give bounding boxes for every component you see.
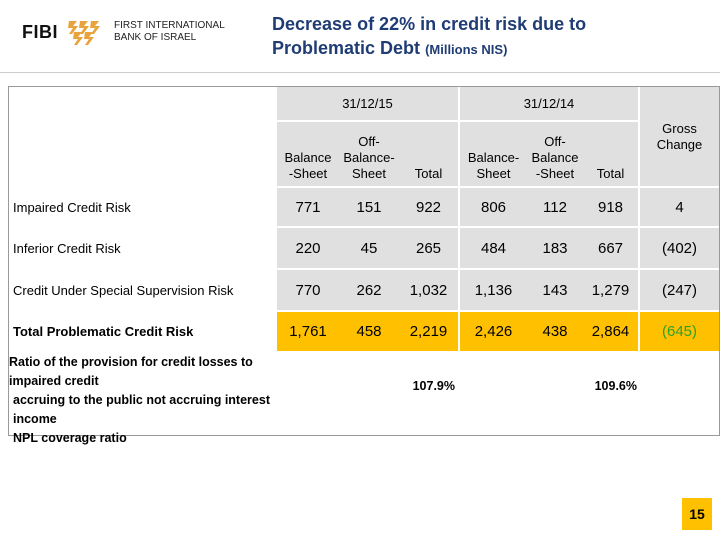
cell-value: 770 xyxy=(277,268,339,311)
period-2014-header: 31/12/14 xyxy=(458,87,639,121)
gross-change-header: Gross Change xyxy=(638,87,719,187)
row-label: Impaired Credit Risk xyxy=(13,199,131,215)
total-row: Total Problematic Credit Risk 1,761 458 … xyxy=(9,310,719,351)
cell-value: 1,032 xyxy=(399,268,459,311)
slide-title: Decrease of 22% in credit risk due to Pr… xyxy=(272,12,712,62)
col-2014-off-balance-sheet: Off- Balance -Sheet xyxy=(527,120,583,187)
slide-header: FIBI FIRST INTERNATIONAL BANK OF ISRAEL … xyxy=(0,0,720,72)
cell-value: 143 xyxy=(527,268,583,311)
cell-value: 4 xyxy=(638,186,719,227)
logo-name-line1: FIRST INTERNATIONAL xyxy=(114,20,225,31)
cell-value: 771 xyxy=(277,186,339,227)
logo-bank-name: FIRST INTERNATIONAL BANK OF ISRAEL xyxy=(114,20,225,44)
credit-risk-table: 31/12/15 31/12/14 Gross Change Balance -… xyxy=(9,87,719,448)
cell-value: (402) xyxy=(638,226,719,269)
logo-name-line2: BANK OF ISRAEL xyxy=(114,32,197,43)
cell-value: 183 xyxy=(527,226,583,269)
cell-value: 220 xyxy=(277,226,339,269)
col-2014-total: Total xyxy=(583,120,639,187)
ratio-value-2014: 109.6% xyxy=(594,379,637,393)
ratio-line2: accruing to the public not accruing inte… xyxy=(13,393,270,426)
col-2014-obs-line2: Balance xyxy=(531,150,579,165)
ratio-value-2015: 107.9% xyxy=(412,379,455,393)
col-2015-bs-line1: Balance xyxy=(284,150,332,165)
logo-abbreviation: FIBI xyxy=(22,21,58,42)
cell-value: 2,864 xyxy=(583,310,639,351)
period-header-row: 31/12/15 31/12/14 Gross Change xyxy=(9,87,719,187)
cell-value: 45 xyxy=(339,226,399,269)
ratio-empty-cell xyxy=(639,351,719,448)
cell-value: 1,279 xyxy=(583,268,639,311)
cell-value: 922 xyxy=(399,186,459,227)
bank-emblem-icon xyxy=(68,21,100,45)
gross-change-label-1: Gross xyxy=(662,120,697,136)
cell-value: 2,219 xyxy=(399,310,459,351)
cell-value: 265 xyxy=(399,226,459,269)
ratio-line3: NPL coverage ratio xyxy=(13,431,127,445)
cell-value: 438 xyxy=(527,310,583,351)
cell-value: 262 xyxy=(339,268,399,311)
bank-logo: FIBI FIRST INTERNATIONAL BANK OF ISRAEL xyxy=(22,14,225,50)
cell-value: 2,426 xyxy=(458,310,527,351)
period-2015-header: 31/12/15 xyxy=(277,87,459,121)
ratio-description: Ratio of the provision for credit losses… xyxy=(9,351,277,448)
cell-value: 918 xyxy=(583,186,639,227)
cell-value: 484 xyxy=(458,226,527,269)
cell-value: 667 xyxy=(583,226,639,269)
gross-change-label-2: Change xyxy=(656,136,703,152)
col-2015-obs-line1: Off- xyxy=(358,134,380,149)
table-row: Impaired Credit Risk 771 151 922 806 112… xyxy=(9,186,719,227)
col-2014-balance-sheet: Balance- Sheet xyxy=(458,120,527,187)
col-2014-obs-line1: Off- xyxy=(544,134,566,149)
cell-value: 1,761 xyxy=(277,310,339,351)
page-number: 15 xyxy=(682,498,712,530)
row-label: Inferior Credit Risk xyxy=(13,240,121,256)
col-2015-off-balance-sheet: Off- Balance- Sheet xyxy=(339,120,399,187)
col-2015-total: Total xyxy=(399,120,459,187)
title-line2: Problematic Debt xyxy=(272,38,421,58)
row-label: Credit Under Special Supervision Risk xyxy=(13,282,234,298)
ratio-row: Ratio of the provision for credit losses… xyxy=(9,351,719,448)
cell-value: 151 xyxy=(339,186,399,227)
row-label: Total Problematic Credit Risk xyxy=(13,323,194,339)
corner-cell xyxy=(9,87,277,187)
col-2014-bs-line2: Sheet xyxy=(476,166,511,181)
cell-value: 458 xyxy=(339,310,399,351)
cell-value: 1,136 xyxy=(458,268,527,311)
title-unit: (Millions NIS) xyxy=(425,42,508,57)
col-2014-bs-line1: Balance- xyxy=(467,150,520,165)
column-header-row: Balance -Sheet Off- Balance- Sheet Total… xyxy=(9,120,719,187)
title-line1: Decrease of 22% in credit risk due to xyxy=(272,14,587,34)
gross-change-total: (645) xyxy=(638,310,719,351)
col-2015-bs-line2: -Sheet xyxy=(288,166,328,181)
col-2015-obs-line2: Balance- xyxy=(343,150,395,165)
cell-value: 112 xyxy=(527,186,583,227)
credit-risk-table-frame: 31/12/15 31/12/14 Gross Change Balance -… xyxy=(8,86,720,445)
col-2015-balance-sheet: Balance -Sheet xyxy=(277,120,339,187)
table-row: Credit Under Special Supervision Risk 77… xyxy=(9,268,719,311)
col-2014-obs-line3: -Sheet xyxy=(535,166,575,181)
ratio-line1: Ratio of the provision for credit losses… xyxy=(9,355,253,388)
col-2015-obs-line3: Sheet xyxy=(352,166,386,181)
header-divider xyxy=(0,72,720,73)
cell-value: (247) xyxy=(638,268,719,311)
table-row: Inferior Credit Risk 220 45 265 484 183 … xyxy=(9,226,719,269)
cell-value: 806 xyxy=(458,186,527,227)
